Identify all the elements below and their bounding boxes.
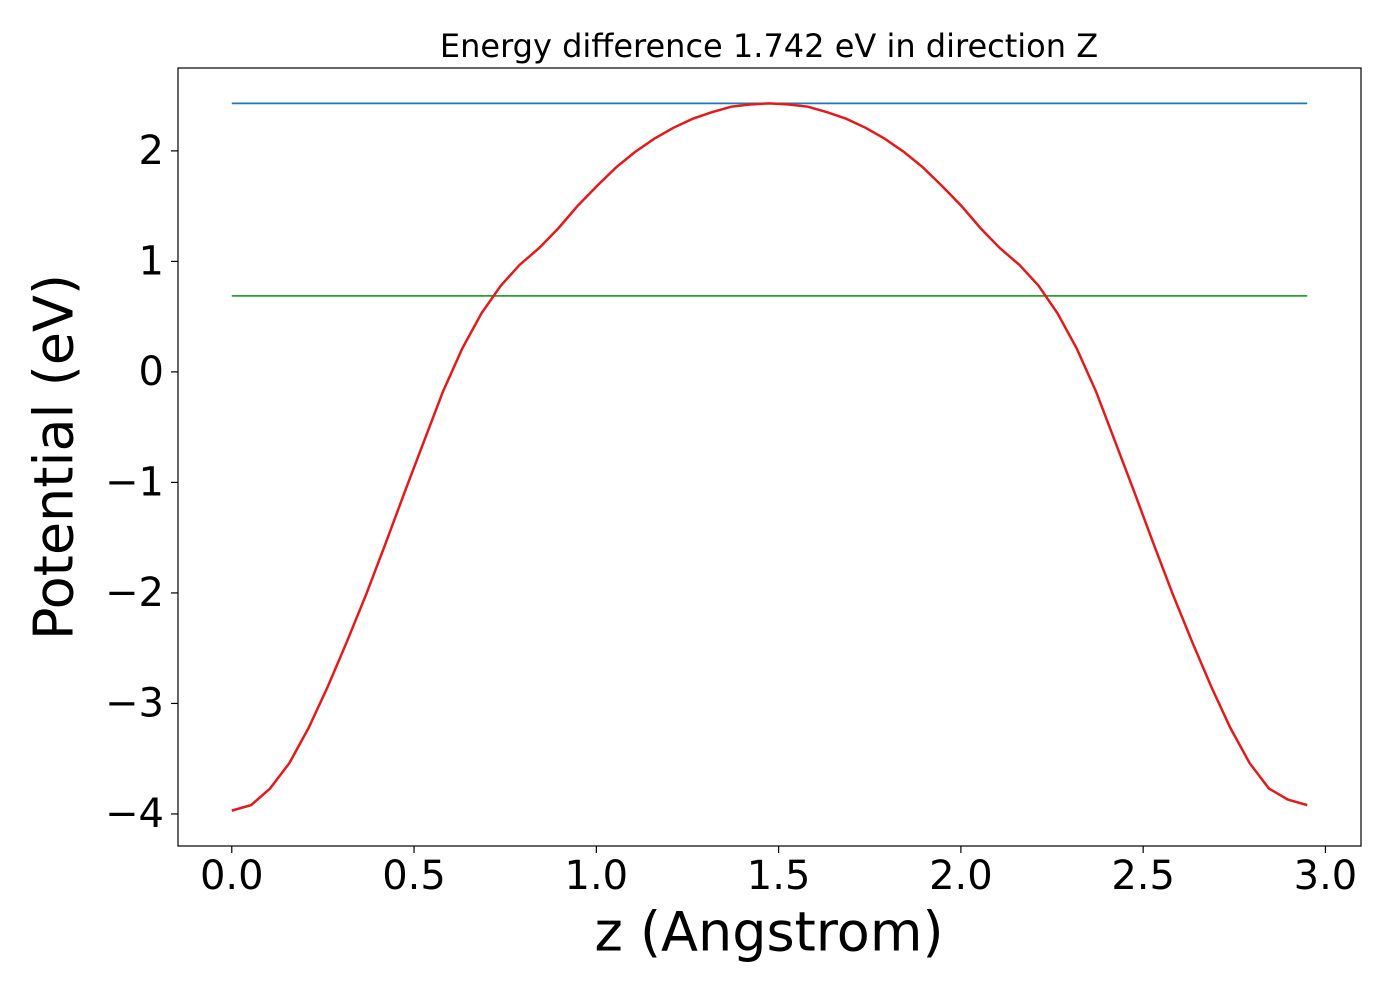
- y-tick-label: −4: [105, 791, 164, 837]
- y-tick-label: 0: [139, 349, 164, 395]
- x-tick-label: 0.5: [382, 853, 446, 899]
- x-tick-label: 3.0: [1294, 853, 1358, 899]
- y-tick-label: 1: [139, 238, 164, 284]
- x-tick-label: 0.0: [200, 853, 264, 899]
- y-tick-label: 2: [139, 128, 164, 174]
- chart-title: Energy difference 1.742 eV in direction …: [440, 27, 1098, 65]
- x-tick-label: 2.5: [1111, 853, 1175, 899]
- y-axis-label: Potential (eV): [23, 274, 86, 640]
- x-tick-label: 1.5: [747, 853, 811, 899]
- x-axis-label: z (Angstrom): [594, 901, 943, 964]
- plot-frame: [177, 67, 1362, 847]
- y-tick-label: −2: [105, 570, 164, 616]
- x-tick-label: 1.0: [565, 853, 629, 899]
- y-tick-label: −3: [105, 680, 164, 726]
- y-tick-label: −1: [105, 459, 164, 505]
- line: [231, 102, 1308, 812]
- x-tick-label: 2.0: [929, 853, 993, 899]
